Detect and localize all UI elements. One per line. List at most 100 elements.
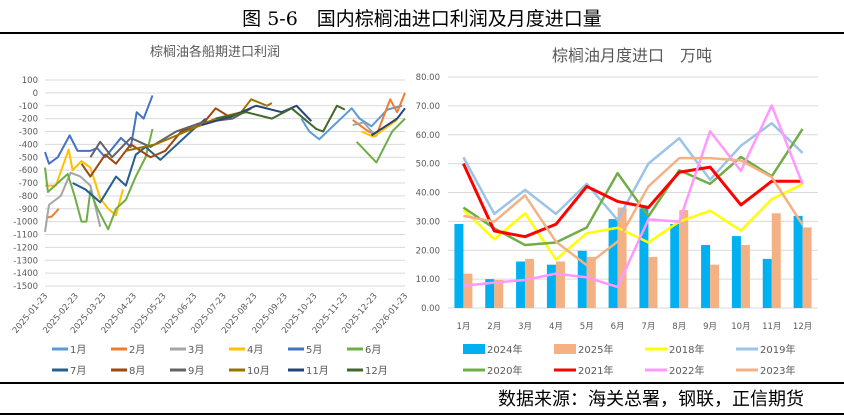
right-x-tick: 1月 [456, 322, 470, 332]
legend-label: 1月 [70, 344, 86, 356]
legend-label: 2020年 [487, 364, 522, 377]
legend-label: 2月 [129, 344, 145, 356]
bar-2024年-2月 [485, 279, 495, 308]
bar-2024年-10月 [731, 236, 741, 308]
left-series-line-8月 [80, 107, 233, 178]
line-series-2023年 [463, 156, 804, 267]
right-x-tick: 2月 [487, 322, 501, 332]
left-series-line-4月 [361, 119, 398, 138]
legend-label: 2025年 [578, 343, 613, 356]
right-y-tick: 70.00 [416, 102, 440, 112]
legend-label: 7月 [70, 365, 86, 377]
right-y-tick: 0.00 [421, 304, 440, 314]
legend-label: 8月 [129, 365, 145, 377]
bar-2024年-5月 [577, 250, 587, 308]
figure-title: 图 5-6 国内棕榈油进口利润及月度进口量 [242, 8, 602, 30]
right-y-tick: 40.00 [416, 189, 440, 199]
bar-2025年-9月 [710, 264, 720, 308]
bar-2025年-7月 [648, 256, 658, 308]
right-x-tick: 11月 [762, 322, 781, 332]
left-series-line-3月 [352, 121, 378, 138]
left-y-tick: -1000 [13, 218, 38, 228]
bar-2024年-11月 [762, 258, 772, 308]
left-series-line-12月 [215, 104, 346, 133]
left-y-tick: -1400 [13, 269, 38, 279]
bar-2024年-6月 [608, 219, 618, 308]
legend-label: 5月 [306, 344, 322, 356]
left-y-tick: -200 [19, 115, 38, 125]
left-y-tick: -1500 [13, 282, 38, 292]
left-series-line-1月 [300, 104, 403, 141]
left-series-line-6月 [44, 128, 154, 231]
left-series-line-11月 [201, 104, 313, 127]
legend-label: 2019年 [760, 343, 795, 356]
right-y-tick: 30.00 [416, 217, 440, 227]
left-y-tick: -600 [19, 166, 38, 176]
bar-2025年-3月 [525, 258, 535, 308]
right-x-tick: 6月 [611, 322, 625, 332]
left-y-tick: -500 [19, 153, 38, 163]
right-x-tick: 5月 [580, 322, 594, 332]
bar-2025年-1月 [463, 273, 473, 308]
line-series-2021年 [462, 163, 803, 239]
right-y-tick: 80.00 [416, 73, 440, 83]
source-top-rule [0, 382, 844, 384]
bar-2025年-12月 [802, 227, 812, 308]
bar-2025年-8月 [679, 210, 689, 308]
right-x-tick: 10月 [731, 322, 750, 332]
bar-2024年-9月 [701, 245, 711, 308]
left-series-line-4月 [45, 148, 124, 217]
right-x-tick: 3月 [518, 322, 532, 332]
legend-label: 12月 [365, 365, 388, 377]
line-series-2018年 [462, 183, 804, 261]
bar-2025年-4月 [555, 261, 565, 308]
right-y-tick: 10.00 [416, 275, 440, 285]
right-x-tick: 7月 [641, 322, 655, 332]
left-y-tick: -400 [19, 140, 38, 150]
left-series-line-11月 [370, 107, 406, 137]
left-y-tick: -300 [19, 128, 38, 138]
right-y-tick: 60.00 [416, 131, 440, 141]
right-x-tick: 9月 [703, 322, 717, 332]
bar-2025年-10月 [740, 245, 750, 308]
legend-label: 3月 [188, 344, 204, 356]
left-chart-title: 棕榈油各船期进口利润 [150, 44, 280, 60]
source-note: 数据来源：海关总署，钢联，正信期货 [498, 389, 804, 410]
left-y-tick: -1300 [13, 256, 38, 266]
left-y-tick: -700 [19, 179, 38, 189]
legend-label: 6月 [365, 344, 381, 356]
left-series-line-7月 [72, 117, 207, 204]
bar-2024年-8月 [670, 223, 680, 308]
bottom-rule [0, 413, 844, 415]
right-chart-title: 棕榈油月度进口 万吨 [552, 46, 712, 65]
legend-label: 2023年 [760, 364, 795, 377]
bar-2024年-12月 [793, 215, 803, 308]
line-series-2022年 [463, 104, 804, 289]
right-x-tick: 4月 [549, 322, 563, 332]
legend-label: 2022年 [669, 364, 704, 377]
legend-label: 10月 [247, 365, 270, 377]
left-y-tick: 0 [33, 89, 38, 99]
top-rule [0, 32, 844, 34]
legend-swatch [463, 344, 485, 354]
left-series-line-3月 [44, 171, 102, 233]
left-y-tick: -900 [19, 205, 38, 215]
left-y-tick: -1200 [13, 243, 38, 253]
bar-2024年-4月 [546, 264, 556, 308]
bar-2024年-3月 [516, 261, 526, 308]
legend-label: 4月 [247, 344, 263, 356]
legend-label: 2021年 [578, 364, 613, 377]
left-series-line-2月 [352, 92, 406, 137]
left-y-tick: -800 [19, 192, 38, 202]
left-y-tick: -100 [19, 102, 38, 112]
right-y-tick: 50.00 [416, 160, 440, 170]
left-y-tick: 100 [22, 76, 38, 86]
legend-label: 2018年 [669, 343, 704, 356]
left-y-tick: -1100 [13, 231, 38, 241]
right-x-tick: 12月 [793, 322, 812, 332]
legend-label: 9月 [188, 365, 204, 377]
legend-swatch [554, 344, 576, 354]
right-x-tick: 8月 [672, 322, 686, 332]
